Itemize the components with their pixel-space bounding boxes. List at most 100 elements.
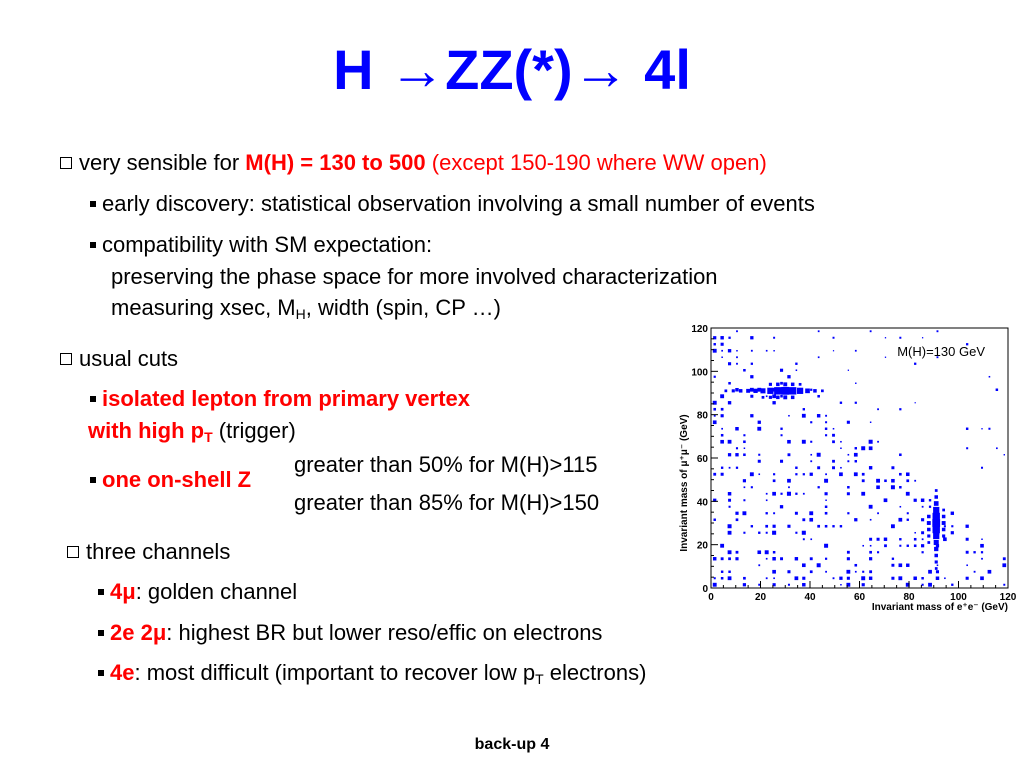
plot-cells	[712, 330, 1007, 587]
item-compatibility-line3: measuring xsec, MH, width (spin, CP …)	[111, 293, 501, 329]
plot-cell-peak	[753, 388, 758, 393]
plot-cell	[779, 505, 784, 509]
x-tick-label: 120	[1000, 592, 1017, 603]
plot-cell	[883, 498, 888, 503]
subscript-t: T	[535, 671, 544, 687]
plot-cell	[832, 525, 835, 528]
plot-cell	[772, 394, 776, 399]
plot-cell	[825, 473, 827, 476]
plot-cell	[935, 570, 939, 574]
plot-cell	[825, 421, 828, 424]
plot-cell	[757, 387, 762, 392]
plot-cell	[720, 472, 724, 476]
plot-cell	[935, 576, 940, 580]
mass-scatter-chart: 0 20 40 60 80 100 120 0 20 40 60 80 100 120 M(H)=130 …	[675, 318, 1020, 618]
plot-cell	[891, 563, 895, 567]
plot-cell	[772, 569, 776, 574]
plot-cell	[1003, 454, 1005, 456]
plot-cell	[877, 512, 879, 515]
y-tick-label: 60	[697, 454, 709, 465]
plot-cell	[846, 582, 851, 587]
plot-cell	[758, 453, 761, 456]
plot-cell	[884, 356, 887, 358]
plot-cell	[847, 453, 850, 456]
item-early-discovery-text: early discovery: statistical observation…	[102, 191, 815, 216]
plot-cell	[787, 453, 791, 457]
plot-cell	[727, 576, 732, 581]
plot-cell	[861, 472, 865, 476]
plot-cell-peak	[933, 506, 940, 514]
plot-cell	[899, 544, 902, 547]
plot-cell	[966, 564, 968, 567]
plot-cell	[817, 330, 820, 333]
plot-cell	[720, 543, 725, 548]
plot-cell	[816, 563, 821, 568]
plot-cell	[832, 577, 835, 580]
plot-cell	[965, 427, 969, 430]
plot-cell	[713, 518, 716, 521]
plot-cell	[921, 544, 925, 548]
plot-cell	[898, 517, 903, 522]
plot-cell	[869, 330, 872, 333]
plot-cell	[883, 537, 888, 541]
plot-cell-peak	[933, 501, 939, 506]
plot-cell	[943, 537, 947, 542]
chart-annotation: M(H)=130 GeV	[897, 344, 985, 359]
plot-cell	[742, 511, 747, 516]
plot-cell	[996, 447, 998, 450]
section-very-sensible: very sensible for M(H) = 130 to 500 (exc…	[60, 148, 767, 178]
plot-cell	[891, 576, 895, 580]
plot-cell	[735, 557, 739, 561]
plot-cell	[780, 427, 783, 430]
item-on-shell-z: one on-shell Z	[90, 465, 251, 495]
y-tick-label: 20	[697, 541, 709, 552]
plot-cell	[914, 531, 916, 534]
plot-cell	[809, 511, 814, 516]
plot-cell	[921, 518, 925, 522]
plot-cell	[772, 550, 776, 554]
section3-lead: three channels	[86, 539, 231, 564]
plot-cell	[809, 472, 813, 476]
plot-cell	[1003, 583, 1006, 586]
plot-cell	[780, 492, 783, 495]
plot-cell	[735, 466, 739, 469]
plot-cell	[735, 427, 739, 431]
plot-cell	[988, 427, 991, 430]
plot-cell	[965, 537, 969, 541]
plot-cell	[712, 557, 717, 561]
plot-cell	[825, 414, 828, 417]
plot-cell	[935, 544, 940, 548]
plot-cell	[914, 479, 917, 482]
plot-cell	[765, 395, 768, 398]
plot-cell-peak	[927, 534, 931, 538]
plot-cell	[854, 570, 857, 573]
plot-cell	[757, 459, 761, 463]
plot-cell	[877, 440, 879, 443]
plot-cell	[853, 452, 858, 457]
plot-cell	[906, 518, 909, 521]
plot-cell	[787, 439, 791, 444]
plot-cell	[980, 551, 984, 554]
plot-cell	[743, 440, 746, 444]
y-axis-label: Invariant mass of μ⁺μ⁻ (GeV)	[679, 414, 690, 551]
plot-cell	[758, 473, 761, 476]
plot-cell-peak	[790, 382, 795, 387]
plot-cell	[817, 394, 820, 398]
plot-cell	[906, 563, 910, 567]
plot-cell	[847, 512, 850, 515]
plot-cell	[787, 375, 791, 379]
plot-cell-peak	[934, 489, 938, 492]
plot-cell	[839, 401, 843, 404]
plot-cell	[720, 407, 724, 411]
plot-cell	[913, 498, 917, 502]
y-tick-label: 100	[691, 367, 708, 378]
plot-cell	[794, 511, 798, 515]
plot-cell	[966, 343, 969, 346]
plot-cell	[868, 504, 873, 509]
plot-cell	[816, 452, 821, 457]
plot-cell	[854, 447, 858, 450]
plot-cell	[757, 426, 762, 431]
plot-cell	[832, 433, 835, 437]
plot-cell-peak	[776, 395, 780, 400]
plot-cell	[899, 485, 902, 489]
